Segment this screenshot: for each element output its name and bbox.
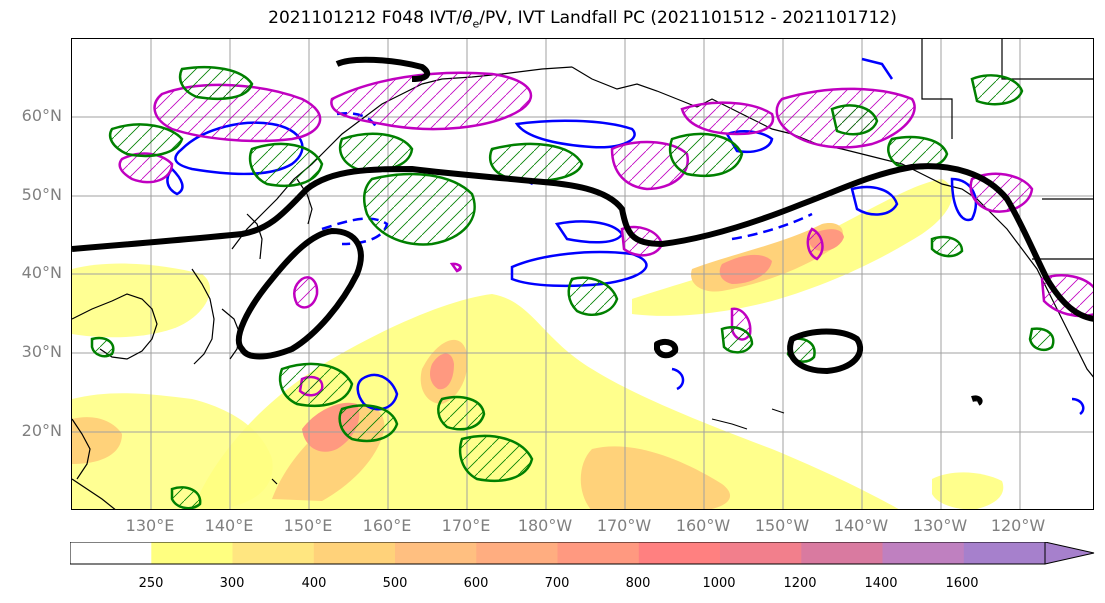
colorbar-tick-600: 600 bbox=[463, 576, 489, 591]
colorbar-tick-250: 250 bbox=[138, 576, 164, 591]
lat-label-40n: 40°N bbox=[21, 263, 62, 282]
ivt-colorbar bbox=[70, 542, 1095, 565]
colorbar-tick-500: 500 bbox=[382, 576, 408, 591]
colorbar-extend-arrow bbox=[1044, 542, 1095, 565]
lon-label-140w: 140°W bbox=[833, 516, 889, 535]
colorbar-tick-700: 700 bbox=[544, 576, 570, 591]
colorbar-segment bbox=[801, 542, 884, 564]
magenta-hatched-contours bbox=[118, 71, 1093, 397]
colorbar-segment bbox=[720, 542, 802, 564]
colorbar-segment bbox=[638, 542, 721, 564]
colorbar-tick-400: 400 bbox=[301, 576, 327, 591]
map-canvas bbox=[72, 39, 1093, 509]
pv-hatched-contours bbox=[90, 65, 1055, 509]
colorbar-segment bbox=[395, 542, 477, 564]
colorbar-segment bbox=[151, 542, 234, 564]
ivt-shading bbox=[72, 179, 1004, 509]
colorbar-segments bbox=[70, 542, 1046, 564]
lon-label-140e: 140°E bbox=[204, 516, 254, 535]
lat-label-30n: 30°N bbox=[21, 342, 62, 361]
colorbar-tick-1200: 1200 bbox=[783, 576, 817, 591]
lat-label-50n: 50°N bbox=[21, 185, 62, 204]
lon-label-130e: 130°E bbox=[125, 516, 175, 535]
colorbar-segment bbox=[882, 542, 965, 564]
lon-label-160w: 160°W bbox=[675, 516, 731, 535]
lon-label-170w: 170°W bbox=[596, 516, 652, 535]
colorbar-segment bbox=[313, 542, 396, 564]
colorbar-tick-1600: 1600 bbox=[945, 576, 979, 591]
colorbar-tick-300: 300 bbox=[219, 576, 245, 591]
colorbar-segment bbox=[70, 542, 152, 564]
graticule bbox=[72, 39, 1093, 509]
lon-label-130w: 130°W bbox=[912, 516, 968, 535]
colorbar-tick-800: 800 bbox=[625, 576, 651, 591]
colorbar-segment bbox=[476, 542, 559, 564]
map-title: 2021101212 F048 IVT/θe/PV, IVT Landfall … bbox=[268, 8, 897, 31]
colorbar-segment bbox=[232, 542, 315, 564]
colorbar-segment bbox=[557, 542, 640, 564]
lon-label-180w: 180°W bbox=[517, 516, 573, 535]
landfall-contours bbox=[72, 56, 1093, 406]
lat-label-20n: 20°N bbox=[21, 421, 62, 440]
colorbar-segment bbox=[963, 542, 1046, 564]
lon-label-120w: 120°W bbox=[990, 516, 1046, 535]
colorbar-tick-1400: 1400 bbox=[864, 576, 898, 591]
lon-label-150w: 150°W bbox=[754, 516, 810, 535]
lat-label-60n: 60°N bbox=[21, 106, 62, 125]
lon-label-150e: 150°E bbox=[283, 516, 333, 535]
map-panel bbox=[71, 38, 1094, 510]
colorbar-tick-1000: 1000 bbox=[702, 576, 736, 591]
lon-label-160e: 160°E bbox=[362, 516, 412, 535]
lon-label-170e: 170°E bbox=[441, 516, 491, 535]
